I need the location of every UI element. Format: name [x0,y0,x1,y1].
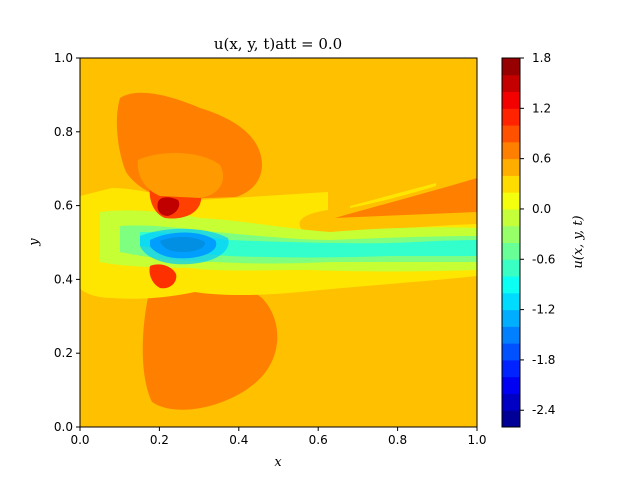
y-tick-label: 0.6 [54,199,73,213]
colorbar-level [502,276,520,294]
colorbar-level [502,108,520,126]
x-tick-label: 0.4 [229,433,248,447]
x-tick-label: 0.0 [70,433,89,447]
colorbar-tick-label: -0.6 [532,252,555,266]
colorbar-tick-label: -1.8 [532,353,555,367]
colorbar-label: u(x, y, t) [571,215,586,268]
x-axis-label: x [274,455,282,470]
colorbar-tick-label: 0.6 [532,152,551,166]
colorbar-level [502,208,520,227]
colorbar-frame [501,57,521,428]
contour-darkred-core [157,197,180,216]
colorbar-level [502,225,520,243]
contour-right-wedge [335,178,477,218]
colorbar-tick-label: -1.2 [532,303,555,317]
y-axis-ticks: 0.0 0.2 0.4 0.6 0.8 1.0 [54,51,80,434]
colorbar-level [502,91,520,109]
colorbar-tick-label: 1.2 [532,101,551,115]
colorbar-level [502,259,520,277]
colorbar-tick-label: 0.0 [532,202,551,216]
colorbar-level [502,376,520,394]
colorbar-level [502,175,520,193]
colorbar-tick-label: -2.4 [532,403,555,417]
colorbar [502,58,520,428]
colorbar-level [502,158,520,176]
colorbar-tick-label: 1.8 [532,51,551,65]
plot-frame [79,57,478,428]
colorbar-level [502,359,520,378]
colorbar-level [502,410,520,428]
colorbar-level [502,242,520,260]
x-tick-label: 0.6 [309,433,328,447]
contour-mid-orange [137,153,224,198]
chart-title: u(x, y, t)att = 0.0 [214,35,342,53]
y-tick-label: 0.8 [54,125,73,139]
y-tick-label: 0.4 [54,272,73,286]
colorbar-level [502,192,520,210]
y-tick-label: 0.0 [54,420,73,434]
colorbar-level [502,292,520,311]
colorbar-level [502,125,520,143]
x-tick-label: 0.8 [388,433,407,447]
contour-right-streak [350,183,436,208]
colorbar-ticks: 1.8 1.2 0.6 0.0 -0.6 -1.2 -1.8 -2.4 [520,51,555,417]
x-tick-label: 1.0 [467,433,486,447]
colorbar-level [502,326,520,344]
contour-lower-red [149,264,177,289]
x-axis-ticks: 0.0 0.2 0.4 0.6 0.8 1.0 [70,427,487,447]
y-axis-label: y [27,238,42,247]
colorbar-level [502,343,520,361]
colorbar-level [502,393,520,411]
x-tick-label: 0.2 [150,433,169,447]
contour-lower-lobe [142,275,278,410]
colorbar-level [502,141,520,160]
contour-cyan-halo [140,228,229,265]
colorbar-level [502,309,520,327]
colorbar-level [502,74,520,93]
contour-field [80,58,477,427]
y-tick-label: 1.0 [54,51,73,65]
y-tick-label: 0.2 [54,346,73,360]
colorbar-level [502,58,520,76]
